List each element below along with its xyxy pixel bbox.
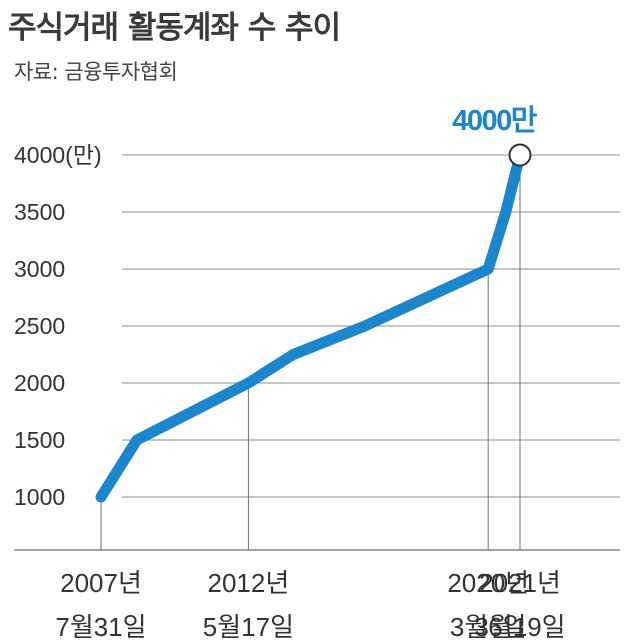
x-tick-year-0: 2007년 (60, 568, 142, 598)
x-tick-year-1: 2012년 (208, 568, 290, 598)
x-tick-year-2: 2020년 (447, 568, 529, 598)
y-tick-label-1000: 1000 (14, 484, 65, 510)
y-tick-label-2000: 2000 (14, 370, 65, 396)
x-tick-date-0: 7월31일 (55, 612, 146, 642)
x-tick-date-2: 3월6일 (450, 612, 527, 642)
y-tick-label-2500: 2500 (14, 313, 65, 339)
y-tick-label-1500: 1500 (14, 427, 65, 453)
y-tick-label-4000: 4000(만) (14, 142, 102, 168)
chart-source: 자료: 금융투자협회 (14, 60, 178, 84)
x-tick-date-3: 3월19일 (474, 612, 565, 642)
callout-label: 4000만 (452, 104, 538, 137)
y-tick-label-3500: 3500 (14, 199, 65, 225)
series-line (95, 149, 526, 503)
x-tick-date-1: 5월17일 (203, 612, 294, 642)
x-tick-year-3: 2021년 (479, 568, 561, 598)
chart-title: 주식거래 활동계좌 수 추이 (8, 10, 341, 46)
end-marker (508, 143, 532, 167)
y-tick-label-3000: 3000 (14, 256, 65, 282)
